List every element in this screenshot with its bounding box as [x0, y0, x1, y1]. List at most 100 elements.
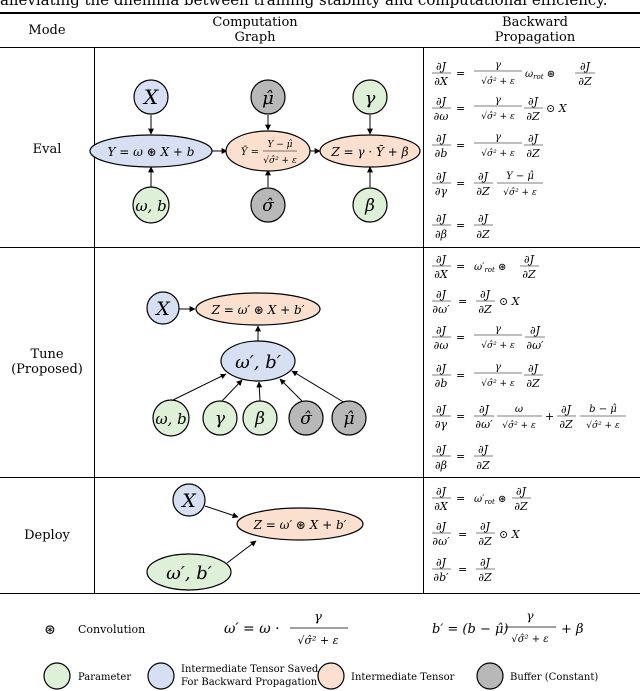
svg-text:∂Z: ∂Z	[526, 377, 540, 390]
svg-text:∂J: ∂J	[530, 324, 541, 337]
svg-text:√σ̂² + ε: √σ̂² + ε	[481, 378, 515, 389]
svg-text:∂J: ∂J	[436, 60, 447, 73]
eval-eq-dgamma: ∂J ∂γ = ∂J ∂Z Y − μ̂ √σ̂² + ε	[432, 170, 543, 198]
svg-text:√σ̂² + ε: √σ̂² + ε	[481, 340, 515, 351]
svg-text:∂ω′: ∂ω′	[526, 339, 544, 352]
svg-text:μ̂: μ̂	[262, 88, 274, 109]
svg-text:√σ̂² + ε: √σ̂² + ε	[502, 420, 536, 431]
eval-node-x-label: X	[142, 85, 159, 109]
svg-text:∂ω′: ∂ω′	[432, 303, 450, 316]
svg-text:σ̂: σ̂	[300, 409, 312, 429]
svg-text:∂J: ∂J	[528, 95, 539, 108]
svg-text:ω: ω	[515, 404, 523, 415]
svg-text:γ: γ	[526, 609, 534, 623]
tune-node-wb	[152, 399, 190, 437]
eval-eq-db: ∂J ∂b = γ √σ̂² + ε ∂J ∂Z	[432, 132, 543, 160]
row-label-tune-line1: Tune	[30, 347, 64, 362]
svg-text:=: =	[458, 563, 467, 576]
deploy-node-wb-prime-label: ω′, b′	[166, 563, 212, 584]
svg-text:√σ̂² + ε: √σ̂² + ε	[263, 155, 297, 166]
svg-text:=: =	[456, 177, 465, 190]
svg-text:+ β: + β	[561, 622, 584, 637]
tune-eq-dwprime: ∂J ∂ω′ = ∂J ∂Z ⊙ X	[432, 288, 521, 316]
svg-text:∂b: ∂b	[435, 377, 448, 390]
svg-text:∂J: ∂J	[436, 288, 447, 301]
svg-text:∂J: ∂J	[436, 520, 447, 533]
eval-eq-dbeta: ∂J ∂β = ∂J ∂Z	[432, 212, 493, 241]
svg-text:=: =	[456, 450, 465, 463]
tune-node-wb-label: ω, b	[155, 410, 186, 428]
svg-text:ω′rot ⊛: ω′rot ⊛	[474, 494, 506, 506]
svg-text:∂J: ∂J	[478, 212, 489, 225]
svg-text:∂J: ∂J	[561, 403, 572, 416]
svg-text:∂J: ∂J	[436, 253, 447, 266]
footer-formulas: ⊛ Convolution ω′ = ω · γ √σ̂² + ε b′ = (…	[44, 609, 583, 647]
svg-text:Z = γ · Ȳ + β: Z = γ · Ȳ + β	[330, 144, 408, 159]
svg-text:=: =	[456, 260, 465, 273]
deploy-node-z-label: Z = ω′ ⊛ X + b′	[253, 518, 347, 532]
svg-text:∂J: ∂J	[480, 556, 491, 569]
svg-text:+: +	[545, 410, 554, 423]
svg-text:=: =	[456, 102, 465, 115]
svg-text:∂β: ∂β	[435, 228, 447, 241]
svg-text:∂J: ∂J	[436, 212, 447, 225]
svg-text:ωrot ⊛: ωrot ⊛	[525, 69, 555, 81]
table-top-rule	[0, 12, 640, 14]
eval-node-wb	[132, 186, 170, 224]
svg-text:∂J: ∂J	[436, 132, 447, 145]
tune-node-wb-prime	[220, 340, 296, 382]
svg-text:∂J: ∂J	[436, 443, 447, 456]
svg-text:∂Z: ∂Z	[478, 535, 492, 548]
backward-column-divider	[423, 48, 424, 593]
svg-text:∂γ: ∂γ	[435, 185, 448, 198]
svg-text:∂J: ∂J	[436, 556, 447, 569]
svg-text:∂X: ∂X	[434, 268, 449, 281]
eval-node-y	[89, 134, 213, 168]
svg-text:Y = ω ⊛ X + b: Y = ω ⊛ X + b	[108, 145, 195, 159]
svg-text:μ̂: μ̂	[343, 409, 354, 429]
eval-node-wb-label: ω, b	[135, 197, 166, 215]
eval-eq-dw: ∂J ∂ω = γ √σ̂² + ε ∂J ∂Z ⊙ X	[432, 95, 568, 123]
svg-text:∂ω′: ∂ω′	[432, 535, 450, 548]
tune-node-mu	[331, 400, 367, 436]
header-mode: Mode	[28, 23, 66, 38]
header-backward-line2: Propagation	[494, 30, 576, 45]
eval-equations: ∂J ∂X = γ √σ̂² + ε ωrot ⊛ ∂J ∂Z ∂J ∂ω = γ √σ̂…	[432, 60, 595, 241]
svg-text:b′ = (b − μ̂): b′ = (b − μ̂)	[432, 622, 509, 637]
svg-text:∂J: ∂J	[478, 170, 489, 183]
svg-text:√σ̂² + ε: √σ̂² + ε	[481, 111, 515, 122]
svg-text:∂J: ∂J	[436, 170, 447, 183]
conv-label: Convolution	[78, 623, 145, 636]
svg-text:∂J: ∂J	[436, 362, 447, 375]
svg-text:γ: γ	[495, 132, 501, 143]
svg-text:=: =	[456, 492, 465, 505]
b-prime-formula: b′ = (b − μ̂) γ √σ̂² + ε + β	[432, 609, 584, 645]
deploy-node-x	[172, 483, 206, 517]
eval-row-rule	[0, 247, 640, 248]
conv-symbol: ⊛	[44, 622, 56, 638]
tune-node-wb-prime-label: ω′, b′	[235, 352, 281, 373]
tune-node-beta	[242, 400, 278, 436]
svg-text:∂X: ∂X	[434, 75, 449, 88]
tune-equations: ∂J∂X = ω′rot ⊛ ∂J∂Z ∂J∂ω′ = ∂J∂Z ⊙ X ∂J∂…	[432, 253, 626, 472]
legend-buffer-swatch	[476, 662, 504, 690]
svg-text:∂Z: ∂Z	[522, 268, 536, 281]
svg-text:√σ̂² + ε: √σ̂² + ε	[586, 420, 620, 431]
legend-buffer-label: Buffer (Constant)	[510, 672, 598, 683]
tune-node-z-label: Z = ω′ ⊛ X + b′	[211, 303, 305, 317]
legend-intermediate-label: Intermediate Tensor	[351, 672, 455, 683]
svg-text:∂ω′: ∂ω′	[475, 418, 493, 431]
eval-node-mu	[250, 79, 286, 115]
svg-text:∂J: ∂J	[528, 362, 539, 375]
deploy-node-x-label: X	[180, 490, 197, 512]
svg-text:b − μ̂: b − μ̂	[589, 404, 617, 415]
svg-text:γ: γ	[495, 95, 501, 106]
legend-intermediate-swatch	[317, 662, 345, 690]
tune-node-z	[195, 292, 321, 326]
tune-node-sigma	[288, 400, 324, 436]
svg-text:∂Z: ∂Z	[476, 459, 490, 472]
svg-text:=: =	[458, 528, 467, 541]
deploy-node-z	[236, 507, 364, 541]
svg-text:⊙ X: ⊙ X	[499, 295, 521, 308]
svg-text:=: =	[456, 331, 465, 344]
